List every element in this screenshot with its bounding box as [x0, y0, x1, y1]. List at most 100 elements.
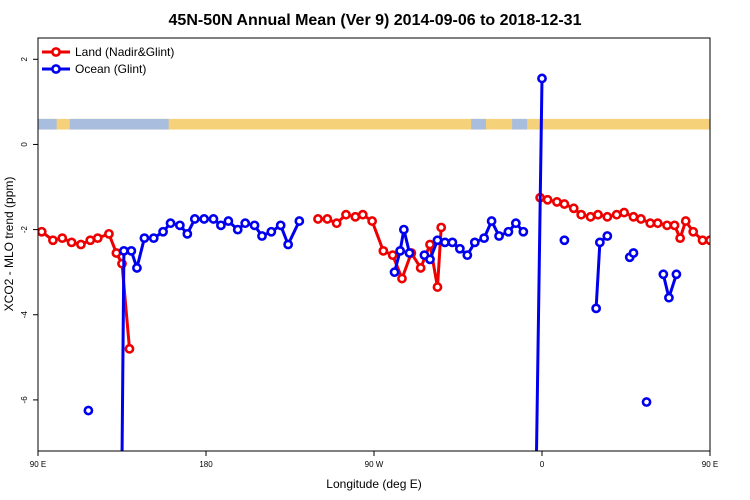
- series-line: [535, 78, 544, 451]
- data-point: [425, 254, 435, 265]
- data-point: [658, 269, 669, 280]
- data-point: [705, 235, 710, 246]
- data-point: [664, 292, 674, 303]
- data-point: [636, 214, 646, 224]
- data-point: [216, 220, 226, 231]
- x-tick-label: 90 E: [702, 460, 718, 469]
- y-tick-label: -4: [20, 311, 29, 319]
- data-point: [38, 226, 47, 237]
- x-tick-label: 0: [540, 460, 545, 469]
- data-point: [447, 237, 458, 248]
- data-point: [367, 216, 378, 226]
- data-point: [652, 218, 663, 229]
- data-point: [662, 220, 672, 231]
- data-point: [132, 263, 142, 273]
- x-tick-label: 90 E: [30, 460, 46, 469]
- legend-marker: [51, 64, 61, 74]
- data-point: [66, 237, 77, 248]
- data-point: [585, 211, 596, 222]
- data-point: [675, 233, 686, 244]
- x-axis-label: Longitude (deg E): [326, 477, 421, 491]
- data-point: [341, 209, 351, 220]
- data-point: [432, 282, 443, 292]
- data-point: [628, 248, 639, 258]
- data-point: [257, 231, 267, 241]
- data-point: [425, 239, 435, 250]
- x-tick-label: 90 W: [365, 460, 384, 469]
- data-point: [398, 224, 409, 235]
- y-tick-label: 2: [20, 57, 29, 62]
- chart-title: 45N-50N Annual Mean (Ver 9) 2014-09-06 t…: [169, 12, 582, 29]
- data-point: [378, 245, 389, 256]
- data-point: [432, 235, 443, 246]
- data-point: [139, 233, 150, 244]
- data-point: [223, 216, 234, 226]
- data-point: [669, 220, 680, 231]
- data-point: [641, 397, 652, 407]
- legend-label: Land (Nadir&Glint): [75, 45, 174, 59]
- data-point: [454, 243, 465, 254]
- data-point: [593, 209, 603, 220]
- data-point: [628, 211, 639, 222]
- data-point: [602, 211, 613, 222]
- data-point: [494, 231, 504, 241]
- legend-marker: [51, 47, 61, 57]
- data-point: [404, 248, 415, 258]
- data-point: [48, 235, 58, 246]
- legend: Land (Nadir&Glint) Ocean (Glint): [42, 45, 174, 76]
- land-ocean-band: [38, 118, 710, 130]
- data-point: [503, 226, 514, 237]
- data-point: [645, 218, 656, 229]
- data-point: [697, 235, 708, 246]
- data-point: [111, 248, 122, 258]
- data-point: [313, 214, 323, 224]
- data-point: [83, 405, 94, 416]
- data-point: [294, 216, 305, 226]
- data-point: [158, 226, 168, 237]
- data-point: [232, 224, 243, 235]
- data-point: [331, 218, 342, 229]
- data-point: [174, 220, 185, 231]
- data-point: [619, 207, 630, 218]
- data-point: [322, 214, 333, 224]
- data-point: [182, 228, 193, 239]
- data-point: [266, 226, 277, 237]
- x-tick-label: 180: [199, 460, 213, 469]
- data-point: [559, 199, 570, 209]
- data-point: [76, 239, 86, 250]
- data-point: [389, 267, 400, 278]
- data-point: [462, 250, 473, 261]
- data-point: [486, 216, 497, 226]
- data-point: [118, 245, 129, 256]
- y-axis-label: XCO2 - MLO trend (ppm): [2, 177, 16, 312]
- data-point: [85, 235, 96, 246]
- data-point: [350, 211, 361, 222]
- data-point: [357, 209, 368, 220]
- data-point: [189, 214, 200, 224]
- data-point: [602, 231, 613, 241]
- data-point: [249, 220, 260, 231]
- data-point: [680, 216, 691, 226]
- data-point: [436, 222, 447, 233]
- ocean-band-segment: [471, 118, 486, 130]
- series-layer: [38, 73, 710, 451]
- y-tick-label: -6: [20, 396, 29, 404]
- data-point: [568, 203, 579, 214]
- ocean-band-segment: [38, 118, 57, 130]
- series-ocean: [83, 73, 682, 451]
- data-point: [591, 303, 602, 314]
- data-point: [518, 226, 529, 237]
- data-point: [283, 239, 294, 250]
- data-point: [537, 73, 547, 84]
- data-point: [611, 209, 622, 220]
- data-point: [576, 209, 587, 220]
- data-point: [395, 245, 406, 256]
- axes: 90 E 180 90 W 0 90 E 2 0 -2 -4 -6: [20, 57, 718, 469]
- data-point: [671, 269, 682, 280]
- data-point: [440, 237, 450, 248]
- legend-label: Ocean (Glint): [75, 62, 146, 76]
- data-point: [479, 233, 490, 244]
- data-point: [240, 218, 251, 229]
- y-tick-label: 0: [20, 142, 29, 147]
